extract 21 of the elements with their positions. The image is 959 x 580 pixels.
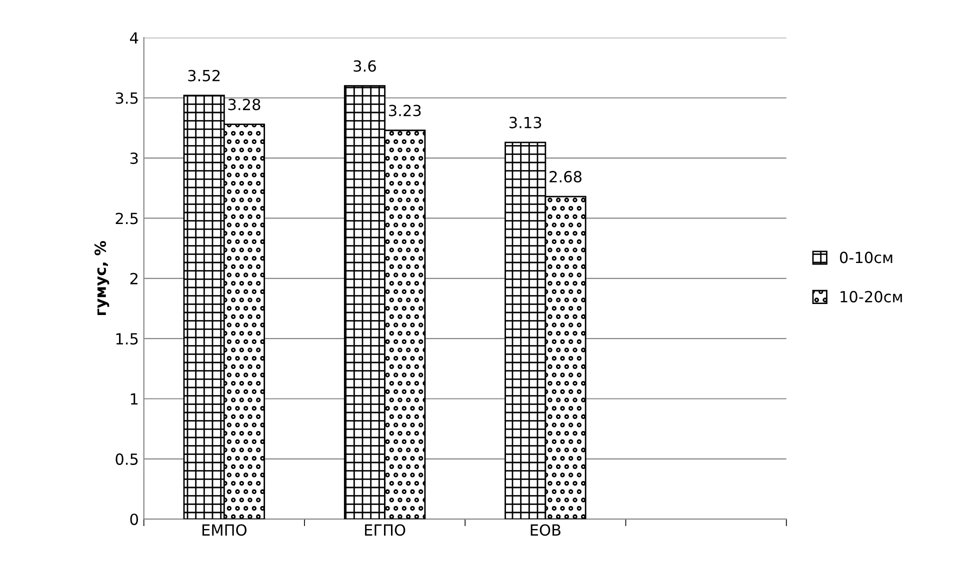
y-tick-label: 1 (130, 393, 138, 405)
x-tick-label: ЕГПО (365, 524, 406, 536)
legend-label: 10-20см (840, 290, 902, 302)
y-tick-label: 3 (130, 152, 138, 164)
y-tick-label: 2 (130, 272, 138, 284)
data-label: 3.52 (188, 70, 220, 82)
legend-label: 0-10см (840, 252, 892, 264)
y-tick-label: 1.5 (116, 333, 138, 345)
data-label: 2.68 (550, 170, 582, 182)
data-label: 3.23 (389, 104, 421, 116)
y-tick-label: 0 (130, 514, 138, 526)
y-tick-label: 3.5 (116, 92, 138, 104)
y-tick-label: 0.5 (116, 453, 138, 465)
y-axis-title: гумус, % (94, 240, 110, 316)
y-tick-label: 4 (130, 32, 138, 44)
data-label: 3.13 (510, 116, 542, 128)
data-label: 3.28 (228, 98, 260, 110)
y-tick-label: 2.5 (116, 212, 138, 224)
x-tick-label: ЕОВ (530, 524, 560, 536)
x-tick-label: ЕМПО (202, 524, 246, 536)
data-label: 3.6 (354, 60, 376, 72)
